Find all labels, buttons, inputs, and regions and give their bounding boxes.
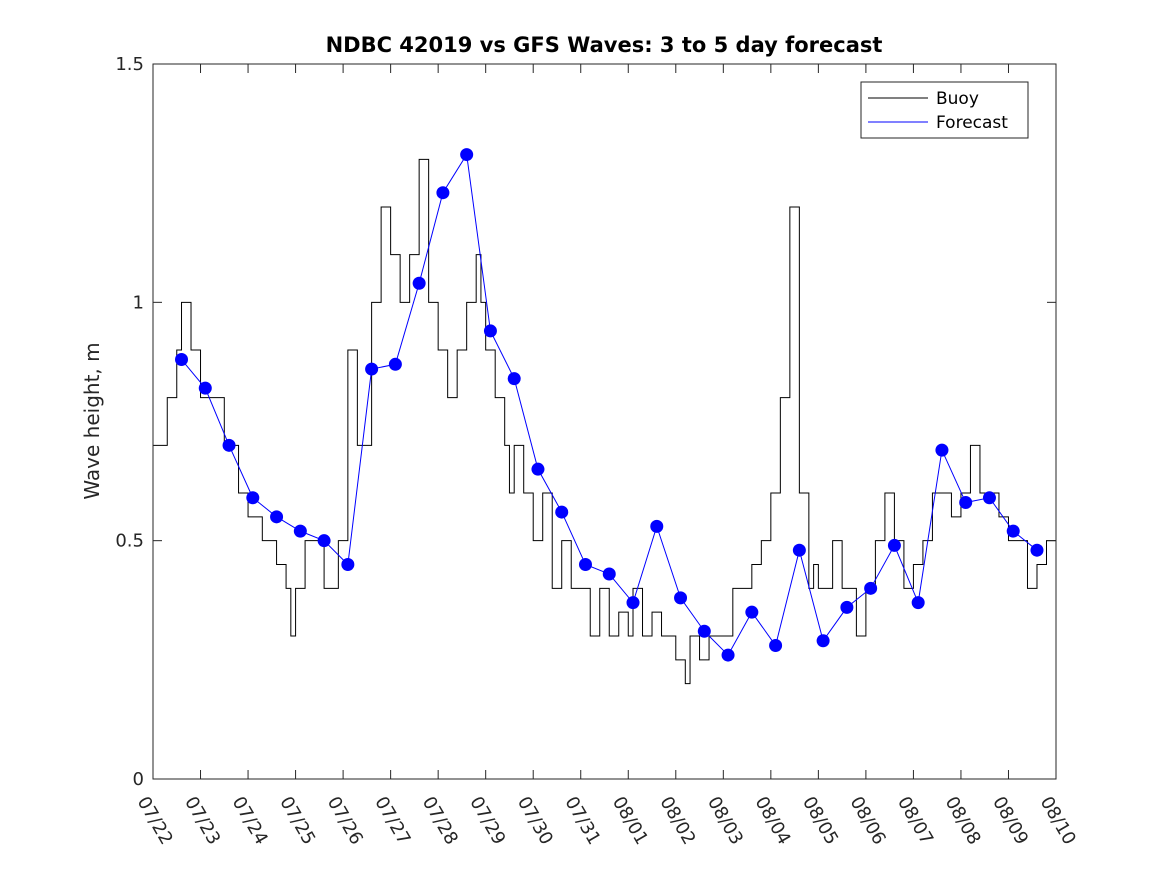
x-tick-label: 07/25 xyxy=(275,793,319,848)
x-tick-label: 08/05 xyxy=(798,793,842,848)
forecast-point xyxy=(341,558,355,571)
forecast-point xyxy=(887,538,901,552)
y-tick-label: 1.5 xyxy=(115,54,144,75)
forecast-point xyxy=(674,591,688,605)
forecast-point xyxy=(959,496,973,510)
forecast-point xyxy=(792,543,806,557)
forecast-point xyxy=(697,624,711,638)
x-tick-label: 08/01 xyxy=(608,793,652,848)
ticks-layer: 00.511.507/22 07/23 07/24 07/25 07/26 07/27 07… xyxy=(115,54,1079,848)
forecast-point xyxy=(769,639,783,653)
forecast-point xyxy=(650,519,664,533)
x-tick-label: 08/04 xyxy=(751,793,795,848)
forecast-point xyxy=(246,491,260,505)
x-tick-label: 08/08 xyxy=(941,793,985,848)
forecast-point xyxy=(222,438,236,452)
forecast-point xyxy=(412,276,426,290)
forecast-point xyxy=(388,357,402,371)
forecast-point xyxy=(198,381,212,395)
axes-frame xyxy=(152,63,1057,780)
legend-buoy-label: Buoy xyxy=(936,89,979,109)
x-tick-label: 07/28 xyxy=(418,793,462,848)
forecast-point xyxy=(982,491,996,505)
x-tick-label: 07/31 xyxy=(560,793,604,848)
forecast-point xyxy=(531,462,545,476)
forecast-point xyxy=(1006,524,1020,538)
x-tick-label: 07/26 xyxy=(323,793,367,848)
plot-area: 00.511.507/22 07/23 07/24 07/25 07/26 07/27 07… xyxy=(115,54,1079,848)
x-tick-label: 07/27 xyxy=(370,793,414,848)
x-tick-label: 07/30 xyxy=(513,793,557,848)
x-tick-label: 08/07 xyxy=(893,793,937,848)
forecast-point xyxy=(911,596,925,610)
forecast-point xyxy=(864,581,878,595)
forecast-point xyxy=(365,362,379,376)
forecast-point xyxy=(555,505,569,519)
forecast-point xyxy=(721,648,735,662)
series-layer xyxy=(153,148,1056,685)
x-tick-label: 08/02 xyxy=(655,793,699,848)
forecast-point xyxy=(745,605,759,619)
forecast-point xyxy=(935,443,949,457)
forecast-point xyxy=(578,558,592,571)
forecast-point xyxy=(626,596,640,610)
x-tick-label: 08/06 xyxy=(846,793,890,848)
legend-forecast-label: Forecast xyxy=(936,113,1008,133)
x-tick-label: 08/03 xyxy=(703,793,747,848)
forecast-point xyxy=(317,534,331,548)
forecast-point xyxy=(436,186,450,200)
x-tick-label: 07/23 xyxy=(180,793,224,848)
forecast-point xyxy=(816,634,830,648)
forecast-point xyxy=(1030,543,1044,557)
forecast-point xyxy=(602,567,616,581)
x-tick-label: 07/29 xyxy=(465,793,509,848)
x-tick-label: 07/24 xyxy=(228,793,272,848)
x-tick-label: 08/09 xyxy=(988,793,1032,848)
legend: Buoy Forecast xyxy=(860,81,1029,139)
y-tick-label: 0.5 xyxy=(115,531,144,552)
forecast-point xyxy=(460,148,474,162)
forecast-point xyxy=(270,510,284,524)
x-tick-label: 07/22 xyxy=(133,793,177,848)
forecast-point xyxy=(293,524,307,538)
forecast-point xyxy=(507,372,521,386)
y-tick-label: 0 xyxy=(133,769,144,790)
y-axis-label: Wave height, m xyxy=(80,342,104,499)
forecast-point xyxy=(483,324,497,338)
forecast-point xyxy=(175,353,189,367)
legend-box xyxy=(860,81,1029,139)
forecast-point xyxy=(840,600,854,614)
y-tick-label: 1 xyxy=(133,292,144,313)
x-tick-label: 08/10 xyxy=(1036,793,1080,848)
chart-title: NDBC 42019 vs GFS Waves: 3 to 5 day fore… xyxy=(326,33,883,57)
